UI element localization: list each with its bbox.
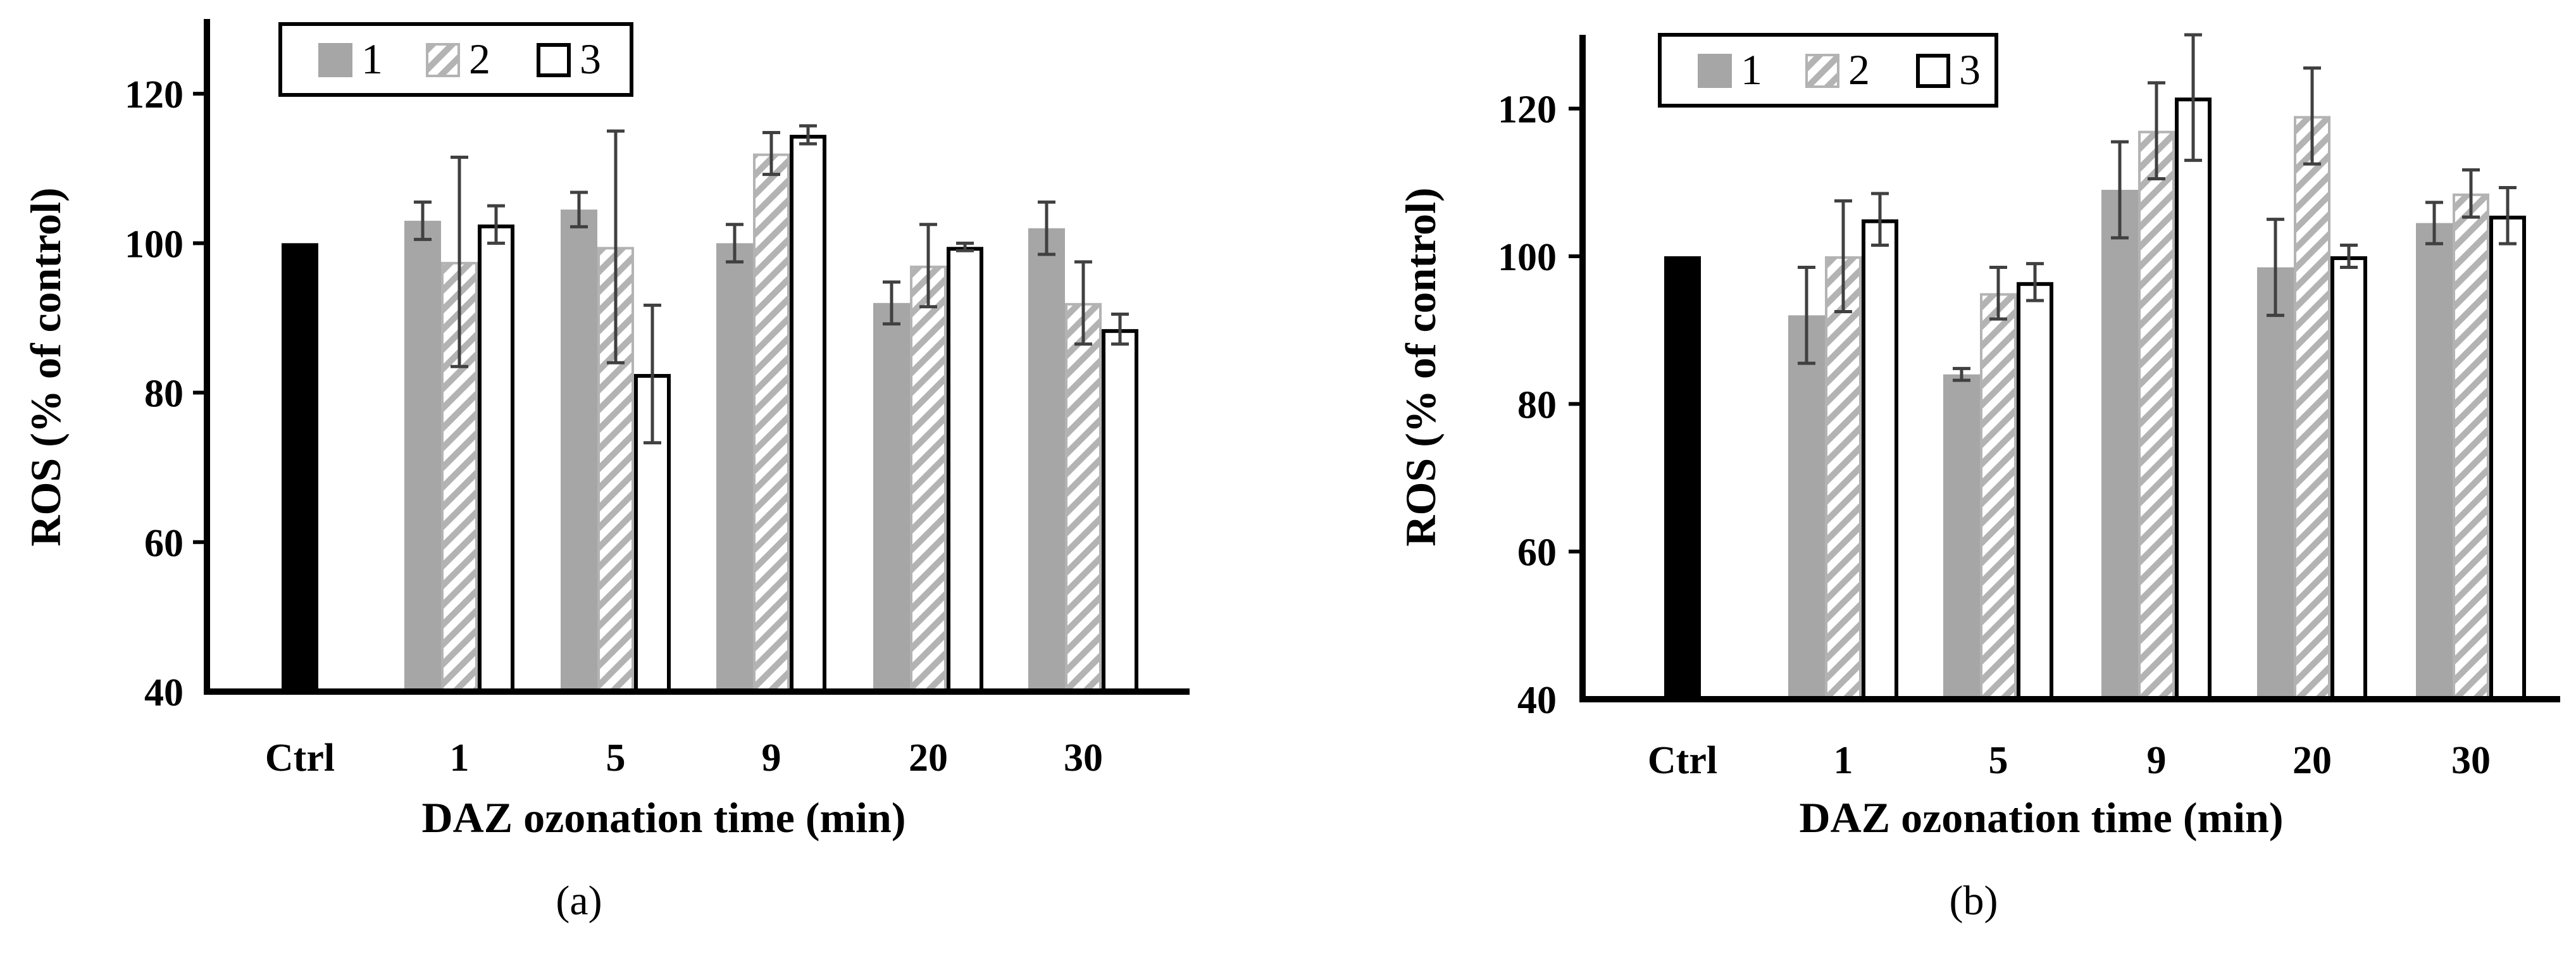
bar-series-3-cat-1 [1862, 219, 1898, 701]
legend-label-2: 2 [469, 35, 490, 83]
panel-label: (b) [1950, 878, 1998, 924]
bar-series-2-cat-9 [2138, 130, 2175, 700]
legend-swatch-3 [1916, 54, 1950, 88]
control-bar [282, 243, 318, 692]
panel-label: (a) [556, 878, 602, 924]
bar-series-3-cat-5 [2017, 282, 2053, 702]
y-tick-label: 80 [144, 373, 184, 416]
x-tick-label-Ctrl: Ctrl [265, 737, 335, 780]
x-axis-title: DAZ ozonation time (min) [422, 793, 906, 842]
legend-swatch-3 [537, 43, 571, 77]
x-tick-label-20: 20 [2293, 739, 2332, 782]
x-axis-title: DAZ ozonation time (min) [1800, 793, 2284, 842]
y-tick-label: 120 [1498, 89, 1557, 132]
control-bar [1664, 256, 1701, 699]
legend-label-2: 2 [1848, 46, 1870, 94]
bar-series-3-cat-20 [947, 247, 983, 694]
bar-series-1-cat-5 [561, 209, 597, 692]
y-tick-label: 80 [1517, 383, 1557, 426]
bar-series-3-cat-1 [478, 224, 514, 694]
bar-series-2-cat-5 [1980, 293, 2017, 701]
bar-series-1-cat-9 [2101, 190, 2138, 699]
bar-series-3-cat-30 [2489, 215, 2526, 702]
x-tick-label-20: 20 [909, 737, 948, 780]
x-tick-label-1: 1 [1834, 739, 1853, 782]
y-axis-title: ROS (% of control) [22, 187, 70, 546]
bar-series-2-cat-20 [2294, 116, 2330, 701]
x-tick-label-30: 30 [2451, 739, 2491, 782]
bar-series-1-cat-1 [1788, 315, 1825, 699]
bar-series-1-cat-20 [873, 302, 910, 692]
x-tick-label-Ctrl: Ctrl [1648, 739, 1717, 782]
bar-series-2-cat-30 [1065, 302, 1102, 694]
bar-series-3-cat-9 [2175, 97, 2212, 701]
x-tick-label-1: 1 [450, 737, 470, 780]
x-tick-label-5: 5 [1989, 739, 2008, 782]
y-tick-label: 120 [125, 73, 184, 116]
bar-series-1-cat-1 [404, 220, 441, 692]
legend-label-1: 1 [1741, 46, 1762, 94]
chart-panel-b: 40 60 80 100 120 Ctrl 1 5 9 20 30 DAZ ozonation tim… [1397, 33, 2560, 924]
bar-series-1-cat-5 [1943, 374, 1980, 699]
y-tick-label: 60 [144, 522, 184, 565]
legend-swatch-2 [1805, 54, 1839, 88]
bar-series-1-cat-20 [2257, 267, 2294, 699]
legend-label-1: 1 [361, 35, 383, 83]
x-tick-label-30: 30 [1064, 737, 1103, 780]
bar-series-1-cat-30 [2416, 223, 2453, 699]
bar-series-3-cat-9 [790, 135, 826, 694]
bar-series-3-cat-20 [2330, 256, 2367, 701]
chart-panel-a: 40 60 80 100 120 Ctrl 1 5 9 20 30 DAZ ozonation tim… [22, 19, 1190, 924]
x-tick-label-9: 9 [2147, 739, 2167, 782]
y-tick-label: 100 [1498, 236, 1557, 279]
bar-series-3-cat-30 [1102, 329, 1138, 694]
bar-series-2-cat-20 [910, 265, 947, 693]
legend-swatch-1 [1698, 54, 1732, 88]
y-axis-title: ROS (% of control) [1397, 187, 1445, 546]
bar-series-1-cat-9 [716, 243, 753, 692]
x-tick-label-9: 9 [762, 737, 781, 780]
legend-label-3: 3 [1959, 46, 1981, 94]
bar-series-2-cat-30 [2453, 193, 2489, 701]
x-tick-label-5: 5 [606, 737, 626, 780]
bar-series-2-cat-1 [1825, 256, 1862, 700]
legend-label-3: 3 [580, 35, 601, 83]
y-tick-label: 60 [1517, 532, 1557, 575]
y-tick-label: 40 [1517, 679, 1557, 722]
y-tick-label: 100 [125, 223, 184, 266]
y-tick-label: 40 [144, 671, 184, 714]
bar-series-2-cat-9 [753, 153, 790, 694]
legend-swatch-1 [318, 43, 352, 77]
legend-swatch-2 [426, 43, 460, 77]
bar-series-1-cat-30 [1028, 228, 1065, 692]
